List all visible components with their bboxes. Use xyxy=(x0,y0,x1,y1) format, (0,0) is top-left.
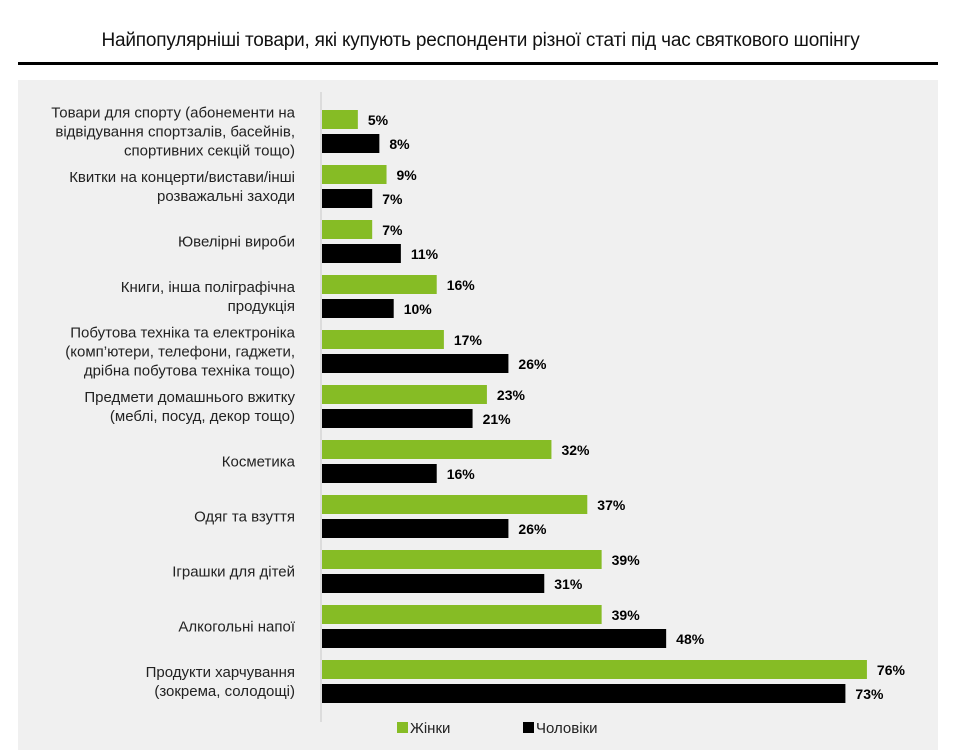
value-label-men: 48% xyxy=(676,631,705,647)
value-label-women: 17% xyxy=(454,332,483,348)
category-label: Одяг та взуття xyxy=(194,509,295,526)
value-label-men: 31% xyxy=(554,576,583,592)
bar-men xyxy=(322,354,509,373)
value-label-women: 23% xyxy=(497,387,526,403)
category-label-line: Товари для спорту (абонементи на xyxy=(51,105,295,122)
category-label-line: відвідування спортзалів, басейнів, xyxy=(55,124,295,141)
bar-women xyxy=(322,440,552,459)
category-label-line: Продукти харчування xyxy=(146,664,295,681)
category-label: Косметика xyxy=(222,454,296,471)
category-label-line: Косметика xyxy=(222,454,296,471)
value-label-men: 7% xyxy=(382,191,403,207)
value-label-men: 26% xyxy=(518,521,547,537)
bar-women xyxy=(322,220,373,239)
category-label-line: (комп’ютери, телефони, гаджети, xyxy=(65,344,295,361)
category-label-line: Одяг та взуття xyxy=(194,509,295,526)
title-divider xyxy=(18,62,938,65)
bar-men xyxy=(322,629,667,648)
category-label: Квитки на концерти/вистави/інші розважаль… xyxy=(69,169,295,205)
chart-title: Найпопулярніші товари, які купують респо… xyxy=(101,30,860,51)
legend: Жінки Чоловіки xyxy=(397,720,598,737)
value-label-women: 16% xyxy=(447,277,476,293)
value-label-men: 16% xyxy=(447,466,476,482)
bar-women xyxy=(322,550,602,569)
bar-men xyxy=(322,684,846,703)
value-label-women: 76% xyxy=(877,662,906,678)
category-label: Побутова техніка та електроніка (комп’юте… xyxy=(65,325,295,380)
bar-men xyxy=(322,464,437,483)
bar-men xyxy=(322,299,394,318)
legend-label-women: Жінки xyxy=(410,720,450,737)
category-label-line: Квитки на концерти/вистави/інші xyxy=(69,169,295,186)
category-label: Книги, інша поліграфічна продукція xyxy=(121,279,296,315)
category-label-line: Іграшки для дітей xyxy=(172,564,295,581)
value-label-men: 10% xyxy=(404,301,433,317)
bar-women xyxy=(322,275,437,294)
bar-men xyxy=(322,519,509,538)
category-label-line: Предмети домашнього вжитку xyxy=(84,389,295,406)
category-label: Товари для спорту (абонементи на відвідув… xyxy=(51,105,295,160)
category-label: Іграшки для дітей xyxy=(172,564,295,581)
category-label-line: (меблі, посуд, декор тощо) xyxy=(110,408,295,425)
category-label-line: Алкогольні напої xyxy=(178,619,295,636)
bar-women xyxy=(322,385,487,404)
value-label-women: 39% xyxy=(612,607,641,623)
bar-men xyxy=(322,244,401,263)
bar-women xyxy=(322,495,588,514)
bar-women xyxy=(322,110,358,129)
category-label-line: дрібна побутова техніка тощо) xyxy=(84,363,295,380)
value-label-women: 7% xyxy=(382,222,403,238)
value-label-men: 26% xyxy=(518,356,547,372)
bar-women xyxy=(322,660,867,679)
category-label-line: спортивних секцій тощо) xyxy=(124,143,295,160)
category-label: Ювелірні вироби xyxy=(178,234,295,251)
category-label: Алкогольні напої xyxy=(178,619,295,636)
category-label-line: Книги, інша поліграфічна xyxy=(121,279,296,296)
value-label-men: 11% xyxy=(411,246,439,262)
bar-women xyxy=(322,330,444,349)
legend-swatch-men xyxy=(523,722,534,733)
category-label-line: (зокрема, солодощі) xyxy=(154,683,295,700)
category-label: Продукти харчування (зокрема, солодощі) xyxy=(146,664,295,700)
category-label-line: Побутова техніка та електроніка xyxy=(70,325,295,342)
value-label-women: 37% xyxy=(597,497,626,513)
value-label-women: 39% xyxy=(612,552,641,568)
value-label-men: 73% xyxy=(855,686,884,702)
category-label-line: розважальні заходи xyxy=(157,188,295,205)
category-label-line: Ювелірні вироби xyxy=(178,234,295,251)
bar-men xyxy=(322,409,473,428)
legend-label-men: Чоловіки xyxy=(536,720,598,737)
bar-women xyxy=(322,605,602,624)
value-label-men: 8% xyxy=(389,136,410,152)
value-label-women: 5% xyxy=(368,112,389,128)
category-label: Предмети домашнього вжитку (меблі, посуд,… xyxy=(84,389,295,425)
value-label-women: 32% xyxy=(561,442,590,458)
bar-women xyxy=(322,165,387,184)
bar-men xyxy=(322,574,545,593)
value-label-men: 21% xyxy=(483,411,512,427)
bar-men xyxy=(322,134,380,153)
value-label-women: 9% xyxy=(397,167,418,183)
category-label-line: продукція xyxy=(228,298,295,315)
legend-swatch-women xyxy=(397,722,408,733)
bar-men xyxy=(322,189,373,208)
